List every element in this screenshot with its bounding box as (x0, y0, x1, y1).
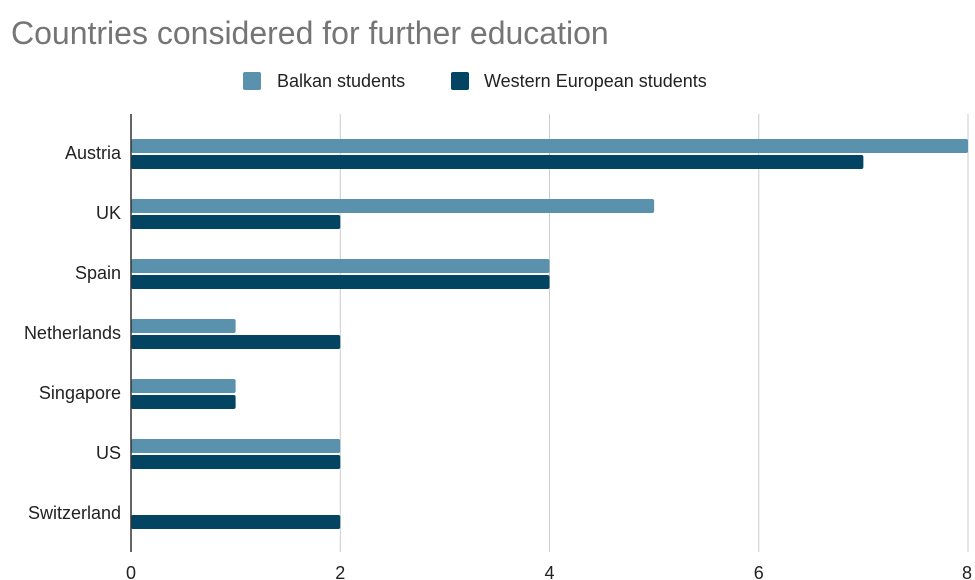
chart-title: Countries considered for further educati… (11, 15, 609, 51)
x-tick-label-2: 2 (335, 563, 345, 580)
x-tick-label-6: 6 (754, 563, 764, 580)
category-label-singapore: Singapore (39, 383, 121, 403)
x-tick-labels: 0 2 4 6 8 (126, 563, 972, 580)
bars (131, 139, 968, 529)
bar-us-western-european-students (131, 455, 341, 469)
bar-singapore-balkan-students (131, 379, 236, 393)
legend-label-balkan: Balkan students (277, 71, 405, 91)
bar-us-balkan-students (131, 439, 341, 453)
legend: Balkan students Western European student… (243, 71, 707, 91)
category-label-netherlands: Netherlands (24, 323, 121, 343)
bar-spain-balkan-students (131, 259, 550, 273)
category-labels: Austria UK Spain Netherlands Singapore US Swit… (24, 143, 122, 523)
bar-singapore-western-european-students (131, 395, 236, 409)
bar-austria-balkan-students (131, 139, 968, 153)
category-label-austria: Austria (65, 143, 122, 163)
x-tick-label-0: 0 (126, 563, 136, 580)
bar-netherlands-western-european-students (131, 335, 341, 349)
bar-uk-balkan-students (131, 199, 655, 213)
category-label-spain: Spain (75, 263, 121, 283)
bar-netherlands-balkan-students (131, 319, 236, 333)
bar-uk-western-european-students (131, 215, 341, 229)
legend-swatch-western (451, 72, 469, 90)
x-tick-label-8: 8 (962, 563, 972, 580)
gridlines (339, 114, 969, 552)
legend-label-western: Western European students (484, 71, 707, 91)
bar-spain-western-european-students (131, 275, 550, 289)
bar-austria-western-european-students (131, 155, 864, 169)
legend-swatch-balkan (243, 72, 261, 90)
category-label-switzerland: Switzerland (28, 503, 121, 523)
category-label-uk: UK (96, 203, 121, 223)
bar-switzerland-western-european-students (131, 515, 341, 529)
x-tick-label-4: 4 (544, 563, 554, 580)
category-label-us: US (96, 443, 121, 463)
